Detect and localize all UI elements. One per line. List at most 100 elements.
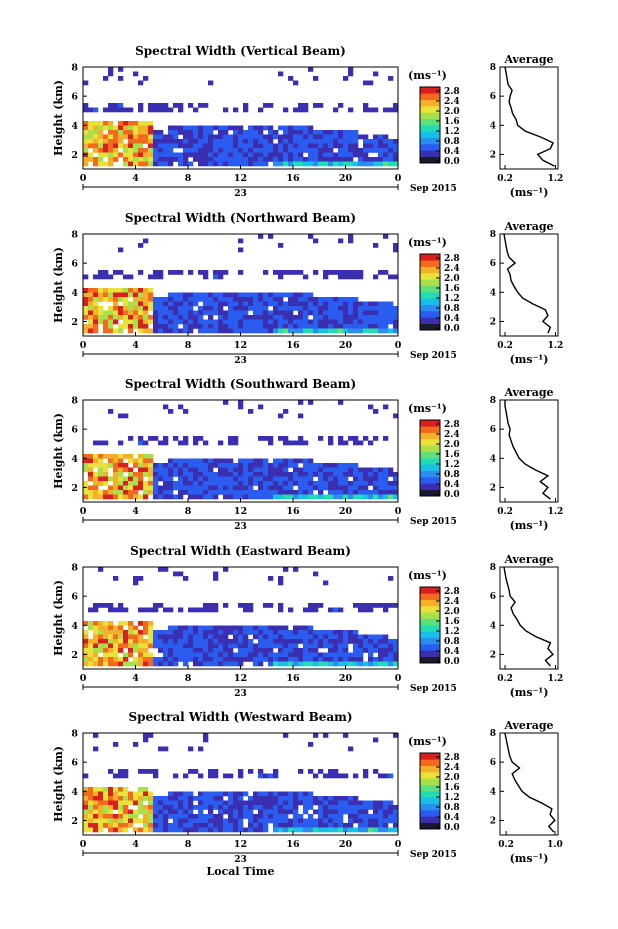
- heatmap-cell: [378, 143, 384, 149]
- heatmap-cell: [393, 315, 399, 320]
- heatmap-cell: [323, 319, 329, 325]
- heatmap-cell: [318, 306, 324, 311]
- heatmap-cell: [353, 652, 359, 658]
- colorbar-tick-label: 2.8: [444, 420, 460, 430]
- heatmap-cell: [203, 157, 209, 162]
- heatmap-cell: [358, 657, 364, 662]
- colorbar-swatch: [420, 637, 440, 645]
- heatmap-cell: [258, 481, 264, 486]
- heatmap-cell: [178, 157, 184, 162]
- heatmap-cell: [358, 639, 364, 644]
- heatmap-cell: [338, 274, 344, 280]
- heatmap-cell: [123, 814, 129, 819]
- heatmap-cell: [343, 630, 349, 635]
- heatmap-cell: [328, 467, 334, 473]
- heatmap-cell: [238, 292, 244, 298]
- colorbar-swatch: [420, 778, 440, 785]
- heatmap-cell: [233, 818, 239, 824]
- colorbar-swatch: [420, 753, 440, 760]
- heatmap-cell: [248, 657, 254, 662]
- heatmap-cell: [228, 643, 234, 649]
- heatmap-cell: [298, 494, 304, 500]
- heatmap-cell: [183, 791, 189, 797]
- heatmap-cell: [243, 458, 249, 464]
- heatmap-cell: [153, 107, 159, 113]
- heatmap-cell: [243, 814, 249, 819]
- heatmap-cell: [178, 796, 184, 801]
- heatmap-cell: [228, 301, 234, 307]
- heatmap-cell: [208, 823, 214, 828]
- heatmap-cell: [288, 481, 294, 486]
- heatmap-cell: [328, 607, 334, 613]
- heatmap-cell: [273, 148, 279, 153]
- panel-4: Spectral Width (Eastward Beam)2468Height…: [52, 544, 563, 699]
- heatmap-cell: [323, 809, 329, 815]
- heatmap-cell: [173, 630, 179, 635]
- heatmap-cell: [313, 148, 319, 153]
- heatmap-cell: [168, 125, 174, 131]
- average-x-tick-label: 1.2: [548, 674, 564, 684]
- heatmap-cell: [358, 157, 364, 162]
- heatmap-cell: [318, 103, 324, 108]
- heatmap-cell: [123, 152, 129, 158]
- heatmap-cell: [233, 152, 239, 158]
- heatmap-cell: [118, 125, 124, 131]
- heatmap-cell: [278, 324, 284, 329]
- colorbar-swatch: [420, 477, 440, 484]
- heatmap-cell: [213, 607, 219, 613]
- heatmap-cell: [283, 485, 289, 491]
- heatmap-cell: [108, 769, 114, 774]
- heatmap-cell: [288, 148, 294, 153]
- heatmap-cell: [388, 639, 394, 644]
- heatmap-cell: [338, 634, 344, 640]
- y-tick-label: 4: [71, 454, 78, 465]
- heatmap-cell: [83, 458, 89, 464]
- heatmap-cell: [238, 152, 244, 158]
- heatmap-cell: [308, 130, 314, 135]
- heatmap-cell: [143, 297, 149, 302]
- heatmap-cell: [208, 657, 214, 662]
- heatmap-cell: [338, 800, 344, 806]
- heatmap-cell: [373, 481, 379, 486]
- heatmap-cell: [378, 152, 384, 158]
- heatmap-cell: [138, 292, 144, 298]
- panel-title: Spectral Width (Eastward Beam): [130, 544, 351, 558]
- heatmap-cell: [198, 472, 204, 477]
- heatmap-cell: [328, 494, 334, 500]
- heatmap-cell: [253, 467, 259, 473]
- heatmap-cell: [93, 306, 99, 311]
- heatmap-cell: [288, 800, 294, 806]
- heatmap-cell: [393, 818, 399, 824]
- heatmap-cell: [218, 324, 224, 329]
- heatmap-cell: [173, 157, 179, 162]
- heatmap-cell: [178, 657, 184, 662]
- colorbar-tick-label: 1.6: [444, 783, 460, 793]
- heatmap-cell: [288, 823, 294, 828]
- heatmap-cell: [278, 292, 284, 298]
- heatmap-cell: [303, 476, 309, 482]
- heatmap-cell: [383, 270, 389, 275]
- colorbar-swatch: [420, 612, 440, 619]
- heatmap-cell: [143, 152, 149, 158]
- heatmap-cell: [98, 157, 104, 162]
- heatmap-cell: [233, 148, 239, 153]
- heatmap-cell: [168, 157, 174, 162]
- heatmap-cell: [128, 292, 134, 298]
- heatmap-cell: [123, 639, 129, 644]
- heatmap-cell: [213, 476, 219, 482]
- heatmap-cell: [148, 643, 154, 649]
- heatmap-cell: [258, 800, 264, 806]
- heatmap-cell: [378, 476, 384, 482]
- heatmap-cell: [198, 823, 204, 828]
- heatmap-cell: [133, 297, 139, 302]
- heatmap-cell: [158, 319, 164, 325]
- heatmap-cell: [223, 818, 229, 824]
- heatmap-cell: [238, 400, 244, 405]
- heatmap-cell: [108, 409, 114, 414]
- heatmap-cell: [373, 274, 379, 280]
- heatmap-cell: [293, 567, 299, 572]
- heatmap-cell: [273, 652, 279, 658]
- heatmap-cell: [113, 139, 119, 144]
- heatmap-cell: [93, 787, 99, 792]
- heatmap-cell: [213, 657, 219, 662]
